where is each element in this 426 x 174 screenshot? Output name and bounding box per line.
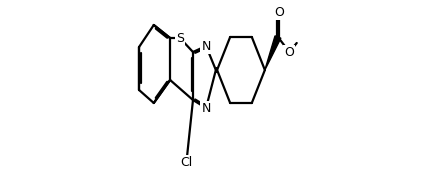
Text: O: O <box>274 6 284 18</box>
Text: Cl: Cl <box>180 156 193 168</box>
Text: N: N <box>201 39 211 53</box>
Text: S: S <box>176 31 184 45</box>
Polygon shape <box>265 36 281 70</box>
Text: O: O <box>285 45 294 58</box>
Text: N: N <box>201 101 211 114</box>
